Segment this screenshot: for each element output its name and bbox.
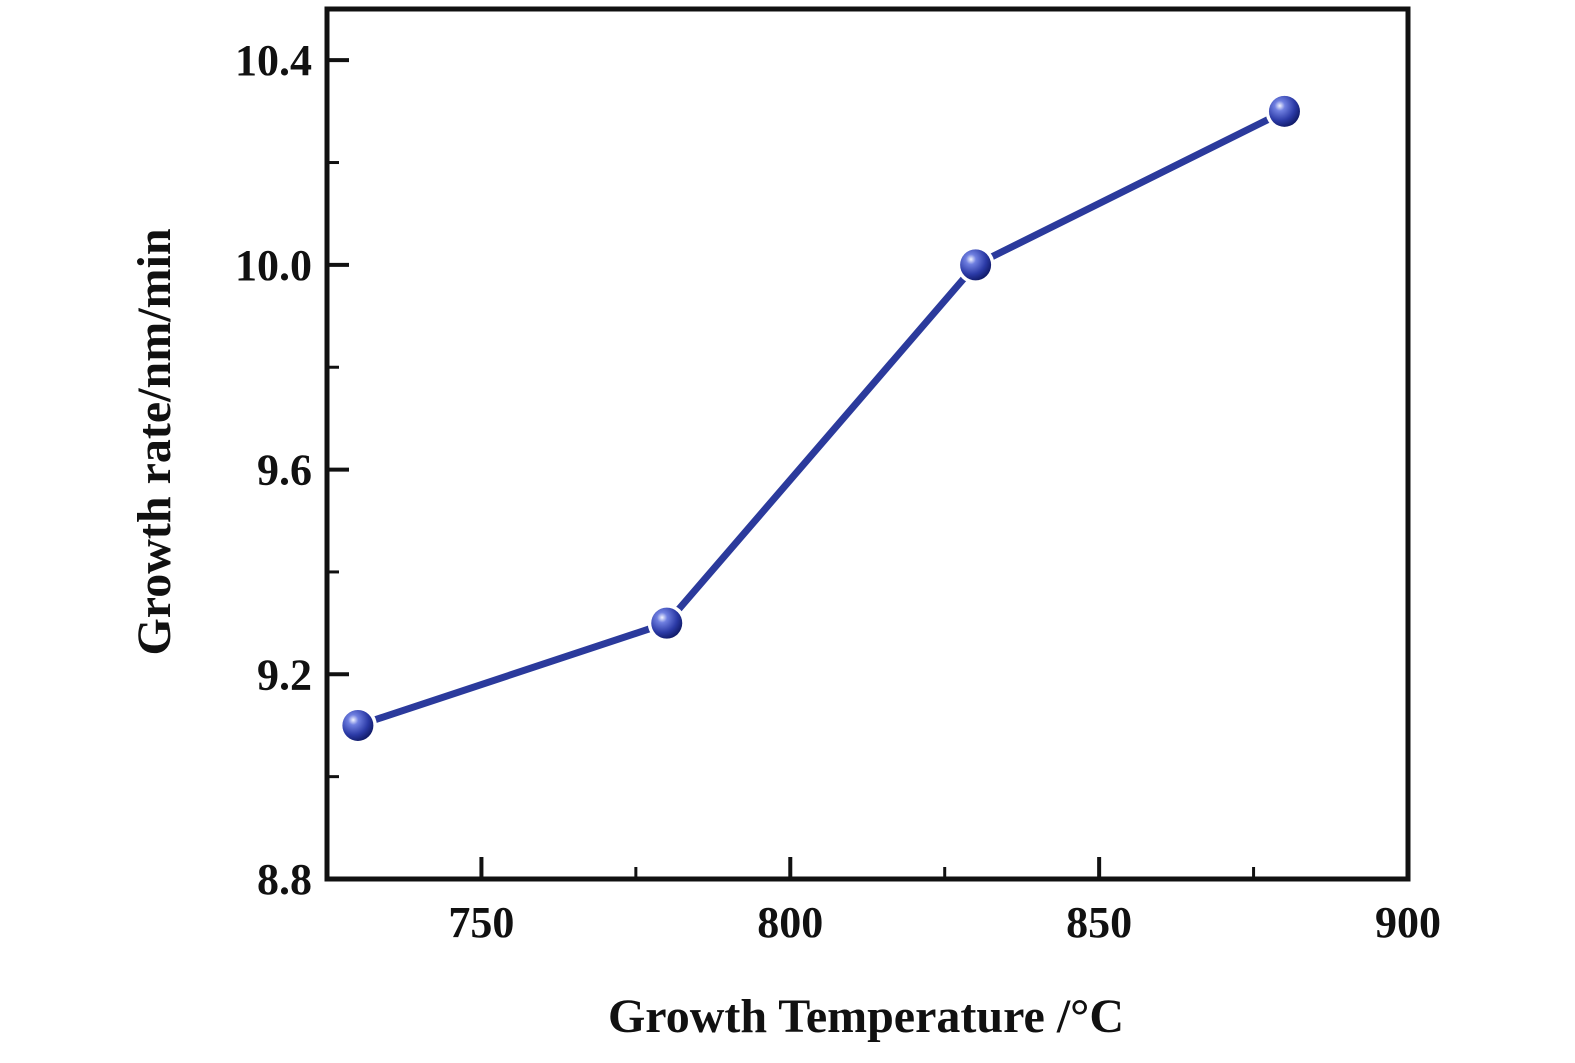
plot-frame — [324, 6, 1411, 882]
y-tick-label: 8.8 — [257, 855, 312, 904]
x-tick-label: 850 — [1066, 898, 1132, 947]
x-tick-label: 750 — [448, 898, 514, 947]
series-line — [356, 108, 1287, 729]
y-tick-label: 9.2 — [257, 650, 312, 699]
y-tick-label: 10.0 — [235, 241, 312, 290]
data-point — [342, 709, 374, 741]
x-tick-label: 900 — [1375, 898, 1441, 947]
y-axis-ticks: 8.8 9.2 9.6 10.0 10.4 — [235, 36, 349, 904]
y-tick-label: 10.4 — [235, 36, 312, 85]
series-layer — [338, 92, 1304, 745]
x-tick-label: 800 — [757, 898, 823, 947]
data-point — [651, 607, 683, 639]
data-point — [960, 249, 992, 281]
y-tick-label: 9.6 — [257, 446, 312, 495]
x-axis-ticks: 750 800 850 900 — [448, 857, 1441, 947]
data-point — [1268, 95, 1300, 127]
x-axis-title: Growth Temperature /°C — [608, 990, 1124, 1043]
y-axis-title: Growth rate/nm/min — [128, 228, 181, 655]
